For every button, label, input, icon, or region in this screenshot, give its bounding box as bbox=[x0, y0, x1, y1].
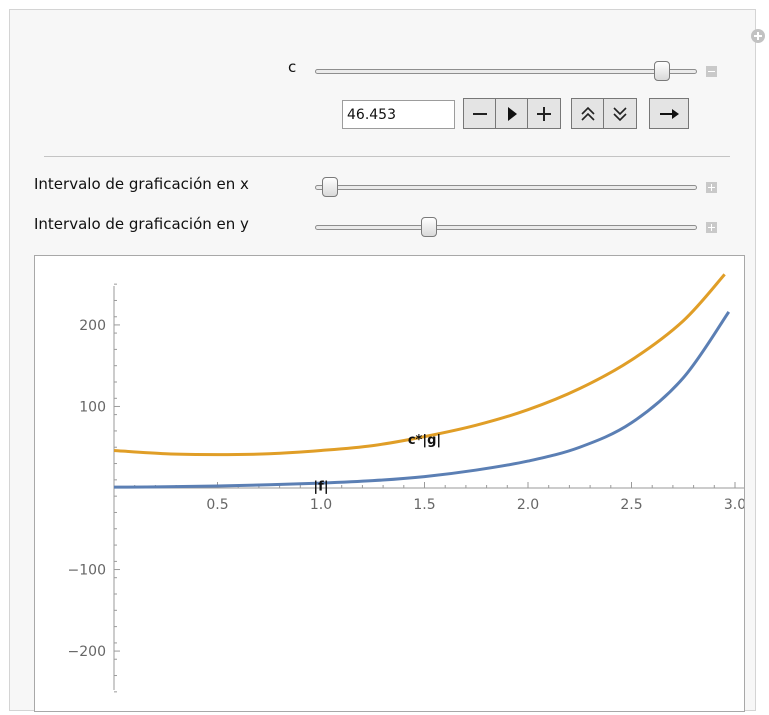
y-tick-label: 100 bbox=[79, 399, 106, 415]
slower-icon bbox=[613, 106, 627, 121]
series-label-1: c*|g| bbox=[408, 433, 441, 448]
plus-square-icon[interactable] bbox=[706, 222, 717, 233]
play-button[interactable] bbox=[496, 99, 528, 128]
y-interval-slider-track[interactable] bbox=[315, 225, 697, 230]
plus-icon bbox=[537, 106, 551, 121]
plus-circle-icon[interactable] bbox=[750, 28, 766, 44]
y-interval-label: Intervalo de graficación en y bbox=[34, 215, 249, 233]
x-tick-label: 1.0 bbox=[310, 497, 332, 513]
step-button-group bbox=[463, 98, 561, 129]
plot-frame: 0.5 1.0 1.5 2.0 2.5 3.0 200 100 −100 −200 c*|g| |f| bbox=[34, 255, 745, 712]
step-forward-button[interactable] bbox=[528, 99, 560, 128]
x-interval-label: Intervalo de graficación en x bbox=[34, 175, 249, 193]
x-interval-slider-thumb[interactable] bbox=[322, 177, 339, 197]
x-tick-label: 2.0 bbox=[517, 497, 539, 513]
series-label-2: |f| bbox=[313, 480, 328, 495]
direction-button[interactable] bbox=[650, 99, 688, 128]
x-tick-label: 0.5 bbox=[206, 497, 228, 513]
x-interval-slider-track[interactable] bbox=[315, 185, 697, 190]
divider bbox=[44, 156, 730, 157]
speed-button-group bbox=[571, 98, 637, 129]
x-tick-label: 1.5 bbox=[413, 497, 435, 513]
manipulate-panel: c 46.453 bbox=[9, 9, 765, 712]
step-backward-button[interactable] bbox=[464, 99, 496, 128]
x-tick-label: 2.5 bbox=[620, 497, 642, 513]
faster-icon bbox=[580, 106, 595, 121]
y-tick-label: −100 bbox=[68, 563, 106, 579]
y-interval-slider-thumb[interactable] bbox=[420, 217, 437, 237]
play-icon bbox=[507, 106, 517, 121]
c-label: c bbox=[288, 58, 297, 76]
y-tick-label: 200 bbox=[79, 318, 106, 334]
c-slider-thumb[interactable] bbox=[653, 61, 670, 81]
minus-square-icon[interactable] bbox=[706, 66, 717, 77]
plus-square-icon[interactable] bbox=[706, 182, 717, 193]
y-tick-label: −200 bbox=[68, 644, 106, 660]
direction-button-group bbox=[649, 98, 689, 129]
c-slider-track[interactable] bbox=[315, 69, 697, 74]
faster-button[interactable] bbox=[572, 99, 604, 128]
series-line-1 bbox=[113, 273, 726, 457]
direction-arrow-icon bbox=[660, 108, 679, 119]
x-tick-label: 3.0 bbox=[724, 497, 744, 513]
c-value-field[interactable]: 46.453 bbox=[342, 100, 455, 129]
slower-button[interactable] bbox=[604, 99, 636, 128]
minus-icon bbox=[472, 112, 487, 115]
series-line-2 bbox=[113, 311, 731, 489]
plot-area: 0.5 1.0 1.5 2.0 2.5 3.0 200 100 −100 −200 c*|g| |f| bbox=[68, 273, 744, 693]
